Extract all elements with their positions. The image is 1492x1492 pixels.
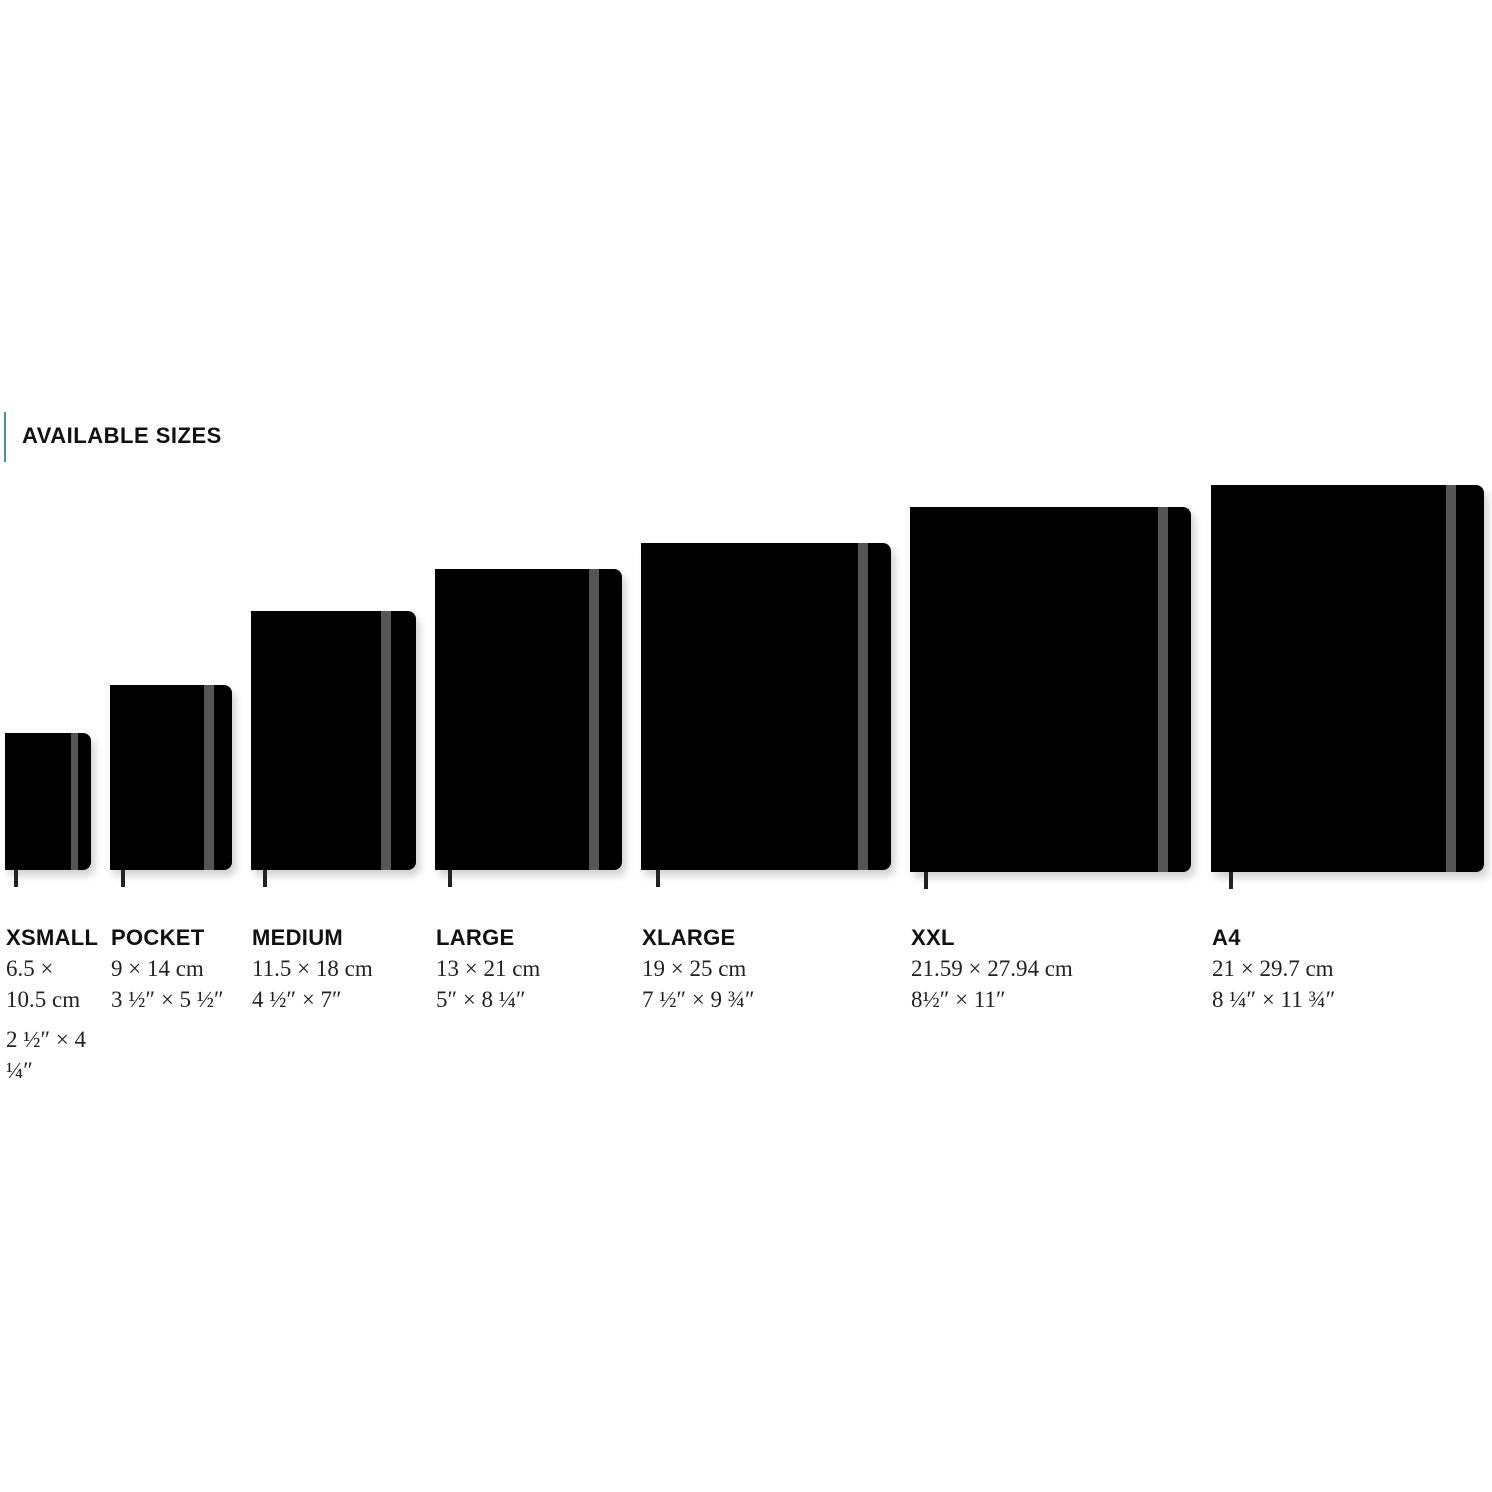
size-label-pocket: POCKET 9 × 14 cm 3 ½″ × 5 ½″: [111, 922, 224, 1015]
size-cm: 6.5 × 10.5 cm: [6, 956, 81, 1012]
size-inches: 4 ½″ × 7″: [252, 987, 342, 1012]
heading-accent-bar: [4, 412, 6, 462]
notebook-illustration-xlarge: [641, 543, 891, 870]
elastic-band: [1446, 485, 1456, 872]
bookmark-ribbon: [263, 870, 267, 887]
size-cm: 9 × 14 cm: [111, 956, 204, 981]
size-name: XLARGE: [642, 925, 736, 950]
size-name: LARGE: [436, 925, 515, 950]
size-cm: 19 × 25 cm: [642, 956, 747, 981]
size-label-a4: A4 21 × 29.7 cm 8 ¼″ × 11 ¾″: [1212, 922, 1335, 1015]
notebook-illustration-xxl: [910, 507, 1191, 872]
bookmark-ribbon: [121, 870, 125, 887]
notebook-illustration-pocket: [110, 685, 232, 870]
bookmark-ribbon: [924, 872, 928, 889]
size-name: POCKET: [111, 925, 205, 950]
size-label-xlarge: XLARGE 19 × 25 cm 7 ½″ × 9 ¾″: [642, 922, 755, 1015]
elastic-band: [381, 611, 391, 870]
bookmark-ribbon: [14, 870, 18, 887]
section-heading: AVAILABLE SIZES: [22, 423, 222, 448]
bookmark-ribbon: [1229, 872, 1233, 889]
size-label-xxl: XXL 21.59 × 27.94 cm 8½″ × 11″: [911, 922, 1073, 1015]
size-inches: 7 ½″ × 9 ¾″: [642, 987, 755, 1012]
elastic-band: [71, 733, 78, 870]
size-cm: 21.59 × 27.94 cm: [911, 956, 1073, 981]
notebook-illustration-large: [435, 569, 622, 870]
size-name: MEDIUM: [252, 925, 344, 950]
notebook-illustration-medium: [251, 611, 416, 870]
size-name: XSMALL: [6, 925, 99, 950]
elastic-band: [858, 543, 868, 870]
size-inches: 5″ × 8 ¼″: [436, 987, 526, 1012]
size-label-xsmall: XSMALL 6.5 × 10.5 cm 2 ½″ × 4 ¼″: [6, 922, 98, 1086]
size-name: A4: [1212, 925, 1241, 950]
size-inches: 8 ¼″ × 11 ¾″: [1212, 987, 1336, 1012]
size-name: XXL: [911, 925, 955, 950]
size-label-large: LARGE 13 × 21 cm 5″ × 8 ¼″: [436, 922, 540, 1015]
elastic-band: [1158, 507, 1168, 872]
size-inches: 2 ½″ × 4 ¼″: [6, 1027, 87, 1083]
size-cm: 13 × 21 cm: [436, 956, 541, 981]
size-inches: 3 ½″ × 5 ½″: [111, 987, 224, 1012]
size-cm: 21 × 29.7 cm: [1212, 956, 1334, 981]
notebook-illustration-a4: [1211, 485, 1484, 872]
size-label-medium: MEDIUM 11.5 × 18 cm 4 ½″ × 7″: [252, 922, 373, 1015]
bookmark-ribbon: [656, 870, 660, 887]
size-inches: 8½″ × 11″: [911, 987, 1006, 1012]
elastic-band: [204, 685, 214, 870]
elastic-band: [589, 569, 599, 870]
notebook-illustration-xsmall: [5, 733, 91, 870]
size-cm: 11.5 × 18 cm: [252, 956, 373, 981]
bookmark-ribbon: [448, 870, 452, 887]
